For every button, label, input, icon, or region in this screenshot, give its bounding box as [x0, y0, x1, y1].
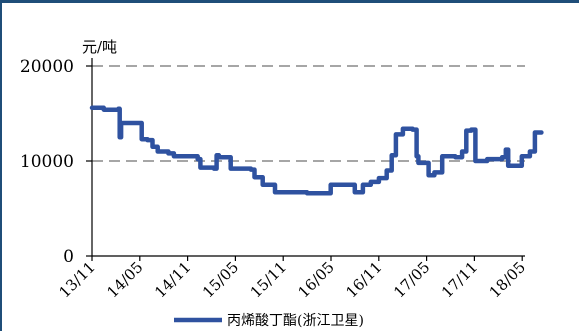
legend: 丙烯酸丁酯(浙江卫星)	[174, 313, 364, 329]
y-axis-ticks: 20000 10000 0	[20, 57, 92, 267]
x-tick-label: 18/05	[486, 258, 529, 301]
legend-label: 丙烯酸丁酯(浙江卫星)	[227, 313, 364, 329]
grid-lines	[92, 65, 525, 162]
y-tick-label: 0	[63, 247, 74, 267]
axes	[91, 58, 525, 257]
x-axis-ticks: 13/11 14/05 14/11 15/05 15/11 16/05 16/11 17/05…	[56, 256, 529, 301]
series-line	[89, 105, 544, 196]
x-tick-label: 14/11	[151, 258, 194, 301]
x-tick-label: 16/05	[295, 258, 338, 301]
x-tick-label: 14/05	[103, 258, 146, 301]
top-border	[0, 0, 579, 3]
x-tick-label: 17/11	[438, 258, 481, 301]
x-tick-label: 16/11	[342, 258, 385, 301]
left-border	[0, 0, 2, 331]
unit-label: 元/吨	[82, 38, 117, 56]
series-layer	[89, 105, 544, 196]
x-tick-label: 13/11	[56, 258, 99, 301]
x-tick-label: 15/11	[247, 258, 290, 301]
y-tick-label: 20000	[20, 57, 74, 77]
x-tick-label: 17/05	[390, 258, 433, 301]
y-tick-label: 10000	[20, 152, 74, 172]
x-tick-label: 15/05	[199, 258, 242, 301]
